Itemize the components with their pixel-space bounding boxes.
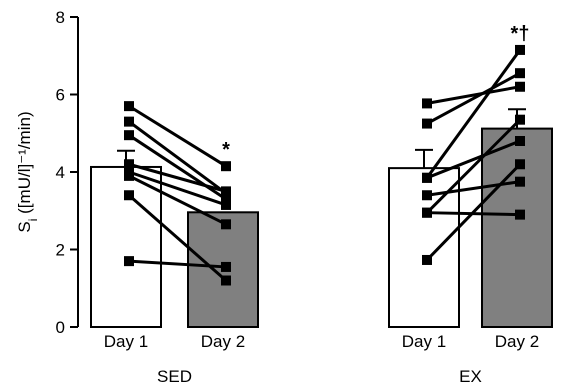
y-axis-label-units: ([mU/l]⁻¹/min): [15, 111, 34, 218]
y-axis-label-subscript: i: [26, 219, 40, 222]
subject-point: [515, 44, 525, 55]
subject-line: [128, 104, 227, 168]
subject-line: [128, 133, 227, 201]
subject-line: [425, 163, 522, 262]
subject-point: [515, 159, 525, 170]
subject-line: [128, 120, 227, 195]
subject-line: [128, 162, 227, 193]
subject-point: [422, 190, 432, 201]
bar-ex-day-1: [388, 167, 460, 328]
subject-line: [425, 118, 522, 214]
subject-point: [124, 159, 134, 170]
significance-annotation: *†: [511, 23, 530, 45]
subject-point: [124, 101, 134, 112]
subject-line: [426, 85, 521, 105]
subject-point: [515, 176, 525, 187]
y-tick-label: 2: [56, 241, 65, 260]
bars: [90, 108, 553, 328]
x-category-label: Day 2: [201, 332, 245, 351]
subject-point: [422, 98, 432, 109]
x-group-label: EX: [459, 367, 482, 386]
subject-line: [426, 71, 521, 125]
subject-point: [515, 136, 525, 146]
y-tick-label: 8: [56, 8, 65, 27]
subject-point: [124, 170, 134, 181]
x-category-label: Day 1: [104, 332, 148, 351]
subject-point: [124, 116, 134, 127]
y-tick-label: 0: [56, 318, 65, 337]
subject-line: [425, 49, 522, 179]
subject-line: [128, 259, 227, 269]
subject-point: [124, 130, 134, 141]
subject-point: [221, 275, 231, 286]
y-tick-label: 4: [56, 163, 65, 182]
x-category-label: Day 1: [402, 332, 446, 351]
subject-line: [426, 139, 521, 180]
subject-point: [422, 118, 432, 129]
subject-point: [422, 254, 432, 265]
subject-point: [422, 172, 432, 183]
subject-point: [124, 190, 134, 201]
x-category-label: Day 2: [495, 332, 539, 351]
subject-line: [128, 174, 227, 226]
axes: 0 2 4 6 8: [56, 8, 79, 337]
subject-point: [515, 68, 525, 79]
subject-lines: [124, 44, 525, 286]
subject-point: [515, 114, 525, 125]
x-group-label: SED: [157, 367, 192, 386]
subject-point: [221, 161, 231, 172]
subject-point: [515, 81, 525, 92]
subject-point: [515, 209, 525, 220]
y-axis-label: Si ([mU/l]⁻¹/min): [15, 111, 40, 232]
subject-line: [128, 170, 227, 207]
y-tick-label: 6: [56, 86, 65, 105]
y-axis-label-main: S: [15, 221, 34, 232]
subject-point: [221, 199, 231, 210]
subject-point: [124, 256, 134, 267]
subject-point: [221, 219, 231, 230]
significance-annotation: *: [222, 139, 230, 161]
subject-point: [422, 207, 432, 218]
bar-ex-day-2: [481, 127, 553, 328]
labels: Day 1 Day 2 SED * Day 1 Day 2 EX *†: [104, 23, 539, 386]
subject-point: [221, 194, 231, 205]
subject-point: [221, 261, 231, 272]
subject-line: [426, 180, 521, 197]
subject-point: [221, 186, 231, 197]
